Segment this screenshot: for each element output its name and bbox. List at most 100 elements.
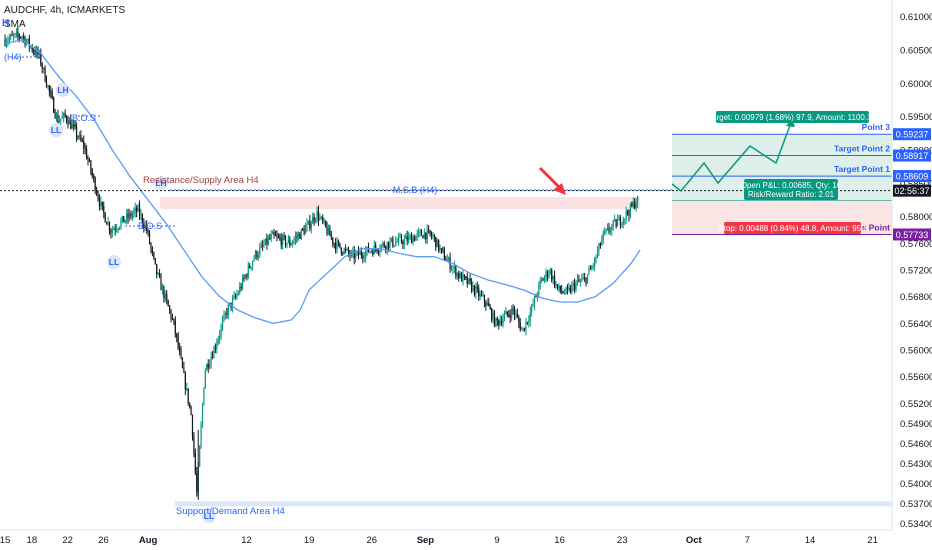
candle-body [88,160,91,162]
candle-body [595,257,597,259]
bos2-label: B.O.S [138,221,162,231]
y-tick-label: 0.57600 [900,239,932,250]
candle-body [201,405,204,426]
candle-body [233,295,235,299]
candle-body [179,347,181,352]
candle-body [303,229,305,234]
candle-body [12,35,15,37]
candle-body [501,320,503,324]
candle-body [126,213,128,221]
ll2-label-bg [107,255,121,269]
candle-body [226,313,228,315]
candle-body [340,247,342,253]
candle-body [553,276,556,286]
candle-body [313,216,315,222]
candle-body [173,318,175,321]
ll3-label-bg [202,509,216,523]
candle-body [106,222,108,225]
candle-body [574,283,576,290]
candle-body [100,201,102,206]
candle-body [624,218,626,220]
price-label-bg [893,228,931,241]
candle-body [551,270,553,280]
bos1-label: B.O.S [72,113,96,123]
candle-body [432,235,434,237]
candle-body [598,243,600,252]
candle-body [30,46,32,48]
x-tick-label: 21 [867,535,878,546]
candle-body [206,364,208,371]
candle-body [64,113,66,117]
x-tick-label: 23 [617,535,628,546]
candle-body [390,238,393,242]
candle-body [40,51,42,65]
candle-body [571,285,573,293]
candle-body [472,285,474,291]
sma-line [4,39,641,324]
candle-body [124,220,126,223]
support-label: Support/Demand Area H4 [176,506,285,517]
candle-body [257,255,259,258]
projection-path [671,119,793,193]
candle-body [523,327,526,331]
candle-body [339,242,341,248]
candle-body [428,229,430,231]
candle-body [101,201,103,206]
candle-body [409,235,411,237]
candle-body [602,232,604,240]
candle-body [392,238,394,247]
candle-body [134,207,136,212]
candle-body [526,322,528,324]
x-tick-label: 26 [366,535,377,546]
candle-body [538,283,540,295]
candle-body [594,257,596,267]
candle-body [505,311,507,315]
candle-body [468,278,470,284]
candle-body [412,237,414,244]
price-label-bg [893,128,931,141]
candle-body [515,313,517,315]
candle-body [67,120,69,125]
candle-body [221,320,224,327]
candle-body [147,230,149,233]
candle-body [362,255,364,258]
candle-body [532,304,534,306]
candle-body [203,387,205,406]
candle-body [475,286,477,295]
price-label-bg [893,149,931,162]
candle-body [45,81,48,87]
candle-body [496,318,498,321]
candle-body [599,243,601,246]
candle-body [357,250,360,256]
candle-body [128,212,131,218]
candle-body [576,279,579,283]
candle-body [186,388,188,390]
candle-body [93,175,95,179]
candle-body [586,274,589,284]
candle-body [511,308,513,318]
candle-body [512,308,514,310]
candle-body [541,279,543,281]
candle-body [312,216,314,224]
candle-body [629,203,632,216]
candle-body [528,320,530,323]
candle-body [415,236,417,241]
candle-body [187,388,189,404]
candle-body [549,270,551,274]
x-tick-label: 14 [805,535,816,546]
candle-body [407,236,410,242]
candle-body [519,322,521,330]
candle-body [389,241,391,248]
candle-body [8,38,10,41]
candle-body [452,267,454,269]
candle-body [54,112,56,118]
candle-body [552,276,554,280]
candle-body [495,318,497,326]
candle-body [413,237,415,241]
candle-body [120,220,122,228]
candle-body [141,214,143,224]
candle-body [190,406,192,416]
candle-body [150,243,152,249]
candle-body [522,327,524,330]
